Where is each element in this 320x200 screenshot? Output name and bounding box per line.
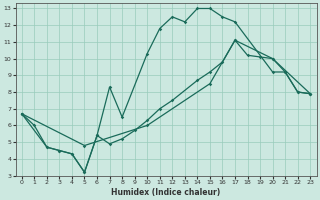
X-axis label: Humidex (Indice chaleur): Humidex (Indice chaleur) bbox=[111, 188, 221, 197]
